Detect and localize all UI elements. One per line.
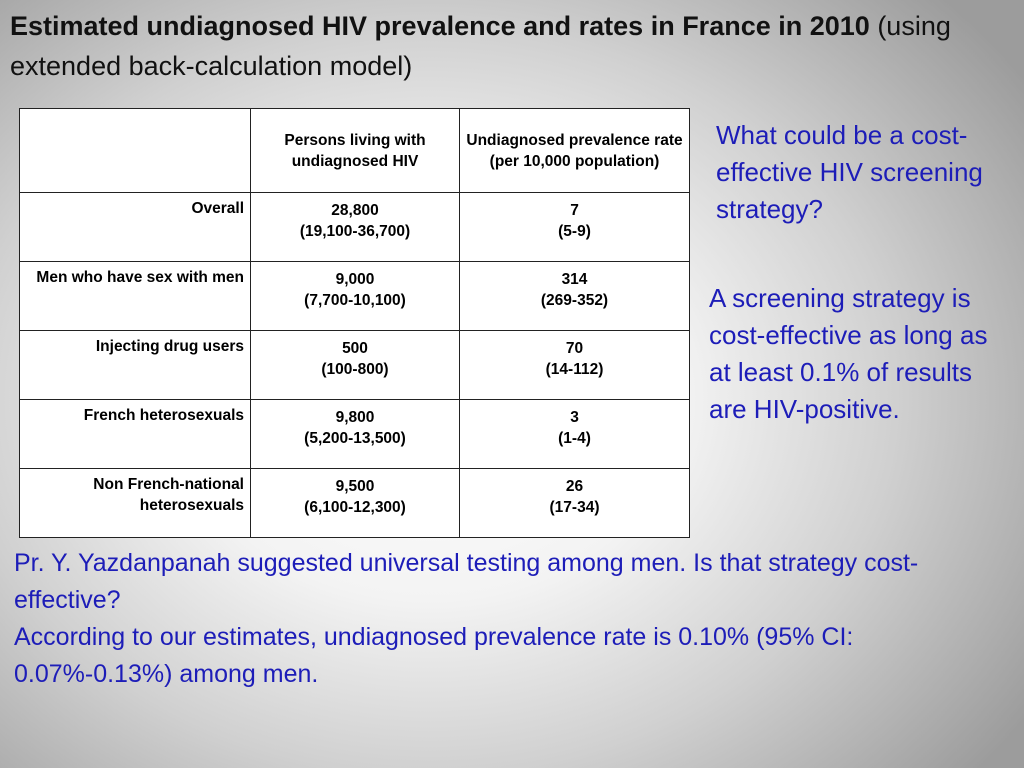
rate-ci: (17-34)	[549, 499, 600, 516]
persons-value: 9,000	[335, 271, 375, 288]
table-row: French heterosexuals 9,800 (5,200-13,500)…	[19, 399, 690, 469]
header-prevalence-rate: Undiagnosed prevalence rate (per 10,000 …	[459, 108, 690, 193]
conclusion-line-1: Pr. Y. Yazdanpanah suggested universal t…	[14, 549, 919, 614]
persons-cell: 500 (100-800)	[250, 330, 460, 400]
conclusion-block: Pr. Y. Yazdanpanah suggested universal t…	[14, 545, 1014, 693]
persons-value: 9,500	[335, 478, 375, 495]
slide-title: Estimated undiagnosed HIV prevalence and…	[10, 6, 1020, 86]
screening-question: What could be a cost-effective HIV scree…	[716, 120, 983, 224]
rate-value: 26	[565, 478, 584, 495]
persons-cell: 28,800 (19,100-36,700)	[250, 192, 460, 262]
persons-ci: (7,700-10,100)	[304, 292, 406, 309]
rate-cell: 3 (1-4)	[459, 399, 690, 469]
cost-effective-criterion: A screening strategy is cost-effective a…	[709, 283, 988, 424]
persons-ci: (19,100-36,700)	[299, 223, 411, 240]
row-label: Men who have sex with men	[19, 261, 251, 331]
rate-value: 70	[565, 340, 584, 357]
header-persons-living: Persons living with undiagnosed HIV	[250, 108, 460, 193]
row-label: Injecting drug users	[19, 330, 251, 400]
slide-title-subtitle: (using extended back-calculation model)	[10, 11, 951, 81]
table-header-row: Persons living with undiagnosed HIV Undi…	[19, 108, 690, 193]
persons-ci: (5,200-13,500)	[304, 430, 406, 447]
rate-ci: (5-9)	[558, 223, 591, 240]
rate-cell: 314 (269-352)	[459, 261, 690, 331]
persons-cell: 9,000 (7,700-10,100)	[250, 261, 460, 331]
persons-value: 28,800	[331, 202, 379, 219]
rate-ci: (14-112)	[545, 361, 604, 378]
hiv-prevalence-table: Persons living with undiagnosed HIV Undi…	[19, 108, 690, 538]
table-row: Non French-national heterosexuals 9,500 (…	[19, 468, 690, 538]
persons-cell: 9,800 (5,200-13,500)	[250, 399, 460, 469]
persons-cell: 9,500 (6,100-12,300)	[250, 468, 460, 538]
row-label: French heterosexuals	[19, 399, 251, 469]
table-row: Overall 28,800 (19,100-36,700) 7 (5-9)	[19, 192, 690, 262]
persons-ci: (100-800)	[321, 361, 389, 378]
slide-title-bold: Estimated undiagnosed HIV prevalence and…	[10, 11, 870, 41]
rate-cell: 7 (5-9)	[459, 192, 690, 262]
row-label: Non French-national heterosexuals	[19, 468, 251, 538]
rate-cell: 70 (14-112)	[459, 330, 690, 400]
rate-ci: (269-352)	[540, 292, 609, 309]
conclusion-line-2: According to our estimates, undiagnosed …	[14, 623, 854, 688]
row-label: Overall	[19, 192, 251, 262]
persons-value: 9,800	[335, 409, 375, 426]
rate-ci: (1-4)	[558, 430, 591, 447]
table-corner-cell	[19, 108, 251, 193]
rate-value: 7	[570, 202, 579, 219]
persons-ci: (6,100-12,300)	[304, 499, 406, 516]
rate-value: 314	[561, 271, 588, 288]
rate-cell: 26 (17-34)	[459, 468, 690, 538]
table-row: Men who have sex with men 9,000 (7,700-10…	[19, 261, 690, 331]
persons-value: 500	[342, 340, 368, 357]
table-row: Injecting drug users 500 (100-800) 70 (14-…	[19, 330, 690, 400]
rate-value: 3	[570, 409, 579, 426]
